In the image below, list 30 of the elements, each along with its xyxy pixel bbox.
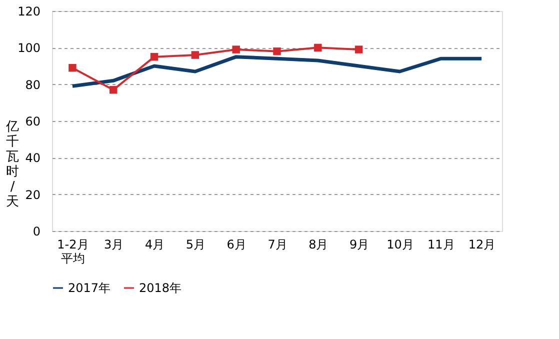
x-tick-label: 3月: [104, 238, 124, 252]
x-tick-label: 9月: [350, 238, 370, 252]
x-tick-label: 12月: [468, 238, 496, 252]
y-tick-label: 80: [25, 78, 40, 92]
x-tick-label: 7月: [268, 238, 288, 252]
x-tick-label: 11月: [427, 238, 455, 252]
x-tick-label: 6月: [226, 238, 246, 252]
x-tick-label: 5月: [186, 238, 206, 252]
point: [273, 47, 281, 56]
x-tick-label: 10月: [386, 238, 414, 252]
y-tick-label: 0: [32, 224, 40, 238]
point: [314, 44, 322, 52]
y-axis-title: 亿千瓦时/天: [5, 120, 19, 210]
x-tick-label: 8月: [308, 238, 328, 252]
legend-label: 2018年: [139, 281, 182, 295]
point: [232, 46, 240, 54]
legend-label: 2017年: [68, 281, 111, 295]
y-tick-label: 100: [18, 41, 40, 56]
x-tick-label: 1-2月平均: [57, 238, 89, 266]
point: [109, 86, 118, 94]
x-tick-label: 4月: [144, 238, 165, 252]
y-tick-label: 20: [25, 188, 40, 202]
point: [68, 64, 76, 72]
line-series: [70, 55, 484, 88]
y-tick-label: 40: [25, 151, 40, 166]
point: [150, 52, 158, 61]
point: [354, 46, 363, 54]
y-tick-label: 120: [18, 4, 40, 18]
point: [191, 51, 200, 59]
y-tick-label: 60: [25, 114, 40, 128]
